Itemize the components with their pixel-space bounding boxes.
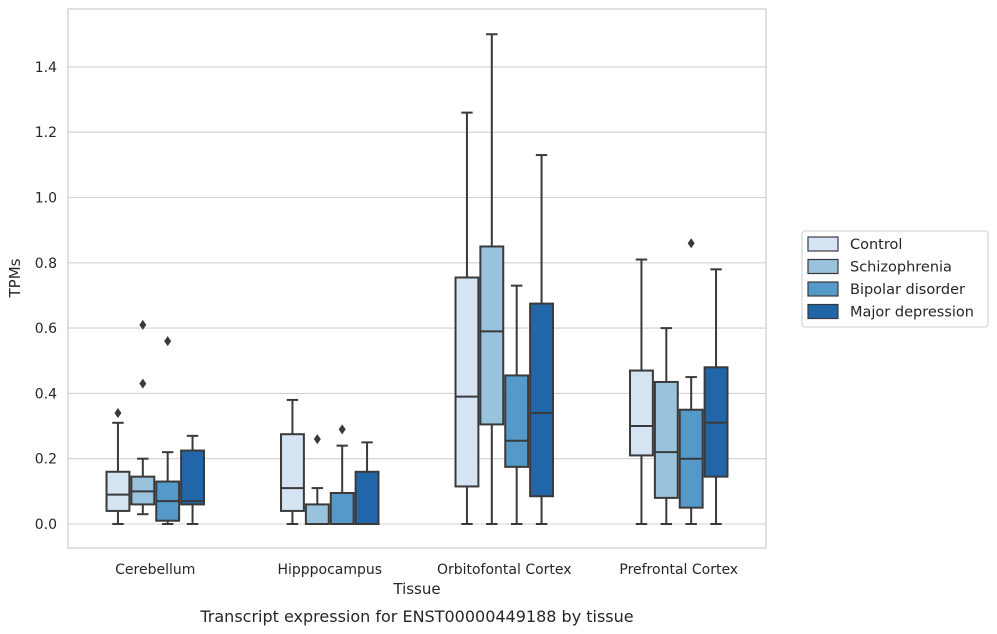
- box-body: [629, 369, 654, 457]
- box-body: [653, 380, 679, 499]
- box-schizophrenia: [653, 327, 679, 525]
- box-schizophrenia: [130, 319, 156, 516]
- y-tick-label: 1.2: [35, 125, 57, 141]
- plot-frame: [67, 8, 767, 549]
- box-control: [105, 407, 131, 525]
- box-bipolar-disorder: [329, 424, 355, 526]
- y-tick-label: 1.0: [35, 191, 57, 207]
- legend-swatch: [807, 258, 839, 275]
- y-tick-labels: 0.0 0.2 0.4 0.6 0.8 1.0 1.2 1.4: [35, 60, 57, 533]
- outlier-point: [338, 424, 346, 435]
- legend-label: Bipolar disorder: [850, 282, 965, 298]
- legend-swatch: [807, 281, 839, 297]
- outlier-point: [139, 378, 147, 389]
- outlier-point: [139, 319, 147, 330]
- box-body: [504, 374, 530, 468]
- outlier-point: [687, 238, 695, 249]
- legend-items: Control Schizophrenia Bipolar disorder Majo…: [807, 236, 974, 321]
- y-tick-label: 1.4: [35, 60, 57, 76]
- legend-swatch: [807, 236, 839, 252]
- outlier-point: [313, 434, 321, 445]
- box-body: [180, 449, 205, 506]
- x-tick-labels: Cerebellum Hipppocampus Orbitofontal Corte…: [115, 562, 738, 578]
- x-axis-label: Tissue: [392, 580, 440, 598]
- box-body: [304, 503, 330, 526]
- box-major-depression: [703, 268, 729, 525]
- legend-swatch: [807, 303, 839, 320]
- x-tick-label: Prefrontal Cortex: [619, 562, 738, 578]
- box-body: [479, 245, 505, 426]
- y-tick-label: 0.8: [35, 256, 57, 272]
- box-control: [454, 111, 480, 525]
- legend: Control Schizophrenia Bipolar disorder Majo…: [801, 230, 989, 328]
- chart-caption: Transcript expression for ENST0000044918…: [199, 607, 633, 626]
- outlier-point: [114, 407, 122, 418]
- box-body: [329, 491, 355, 526]
- box-body: [529, 302, 554, 498]
- y-axis-label: TPMs: [6, 258, 24, 298]
- outlier-point: [164, 336, 172, 347]
- legend-frame: [801, 230, 989, 328]
- box-control: [280, 398, 305, 525]
- x-tick-label: Hipppocampus: [277, 562, 382, 578]
- box-schizophrenia: [304, 434, 330, 526]
- box-major-depression: [529, 154, 554, 525]
- y-tick-label: 0.6: [35, 321, 57, 337]
- y-tick-label: 0.4: [35, 386, 57, 402]
- box-body: [454, 276, 480, 488]
- box-body: [280, 433, 305, 512]
- box-bipolar-disorder: [678, 238, 704, 525]
- legend-label: Schizophrenia: [850, 260, 952, 276]
- box-major-depression: [354, 441, 380, 526]
- box-schizophrenia: [479, 33, 505, 525]
- box-major-depression: [180, 434, 205, 525]
- box-bipolar-disorder: [504, 284, 530, 525]
- legend-label: Control: [850, 237, 902, 253]
- y-tick-label: 0.0: [35, 517, 57, 533]
- legend-label: Major depression: [850, 305, 974, 321]
- y-tick-label: 0.2: [35, 452, 57, 468]
- box-control: [629, 258, 654, 525]
- box-body: [105, 470, 131, 512]
- x-tick-label: Cerebellum: [115, 562, 195, 578]
- x-tick-label: Orbitofontal Cortex: [437, 562, 572, 578]
- box-body: [354, 470, 380, 526]
- box-plots: [105, 33, 729, 526]
- box-bipolar-disorder: [155, 336, 181, 525]
